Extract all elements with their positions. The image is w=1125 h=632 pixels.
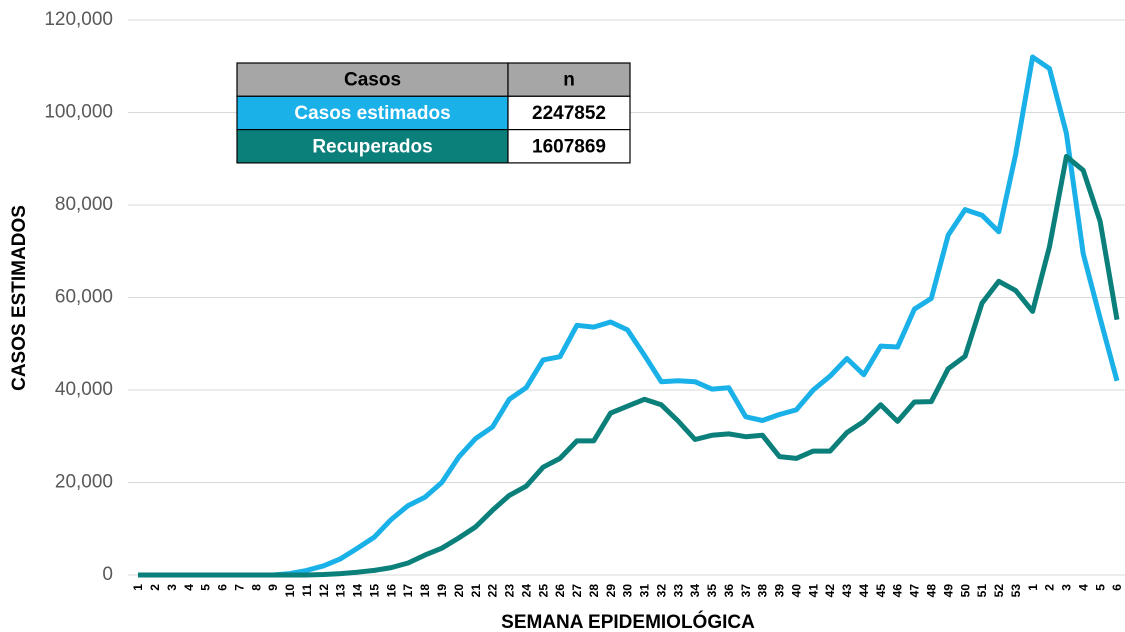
x-tick-label: 52 (992, 584, 1006, 598)
x-tick-label: 28 (587, 584, 601, 598)
x-tick-label: 5 (199, 584, 213, 591)
x-tick-label: 49 (941, 584, 955, 598)
x-tick-label: 13 (334, 584, 348, 598)
x-axis-label: SEMANA EPIDEMIOLÓGICA (501, 611, 755, 632)
x-tick-label: 2 (1043, 584, 1057, 591)
x-tick-label: 2 (148, 584, 162, 591)
x-tick-label: 46 (891, 584, 905, 598)
x-tick-label: 6 (216, 584, 230, 591)
x-tick-label: 17 (401, 584, 415, 598)
x-tick-label: 48 (924, 584, 938, 598)
x-tick-label: 41 (806, 584, 820, 598)
x-tick-label: 38 (756, 584, 770, 598)
x-tick-label: 37 (739, 584, 753, 598)
x-tick-label: 16 (384, 584, 398, 598)
x-tick-label: 27 (570, 584, 584, 598)
x-tick-label: 47 (908, 584, 922, 598)
table-text: Recuperados (312, 136, 432, 157)
x-tick-label: 45 (874, 584, 888, 598)
x-tick-label: 3 (165, 584, 179, 591)
x-tick-label: 40 (789, 584, 803, 598)
x-tick-label: 36 (722, 584, 736, 598)
x-tick-label: 6 (1110, 584, 1124, 591)
x-tick-label: 24 (519, 584, 533, 598)
y-tick-label: 40,000 (55, 379, 113, 400)
x-tick-label: 32 (654, 584, 668, 598)
y-tick-label: 20,000 (55, 472, 113, 493)
x-tick-label: 22 (486, 584, 500, 598)
x-tick-label: 10 (283, 584, 297, 598)
x-tick-label: 4 (1076, 584, 1090, 591)
x-tick-label: 26 (553, 584, 567, 598)
x-tick-label: 34 (688, 584, 702, 598)
x-tick-label: 53 (1009, 584, 1023, 598)
table-cell (507, 129, 631, 164)
x-tick-label: 5 (1093, 584, 1107, 591)
y-tick-label: 120,000 (44, 9, 113, 30)
x-tick-label: 23 (503, 584, 517, 598)
x-tick-label: 7 (232, 584, 246, 591)
x-tick-label: 11 (300, 584, 314, 597)
x-tick-label: 12 (317, 584, 331, 598)
x-tick-label: 18 (418, 584, 432, 598)
x-tick-label: 29 (604, 584, 618, 598)
x-tick-label: 43 (840, 584, 854, 598)
y-tick-label: 0 (102, 564, 113, 585)
table-text: n (563, 70, 575, 91)
x-tick-label: 15 (367, 584, 381, 598)
x-tick-label: 1 (131, 584, 145, 591)
x-tick-label: 44 (857, 584, 871, 598)
line-series (138, 54, 1120, 578)
table-text: Casos (344, 70, 401, 91)
x-tick-label: 20 (452, 584, 466, 598)
x-tick-label: 8 (249, 584, 263, 591)
x-tick-label: 42 (823, 584, 837, 598)
x-tick-label: 14 (351, 584, 365, 598)
x-tick-label: 33 (671, 584, 685, 598)
x-tick-label: 21 (469, 584, 483, 598)
x-tick-label: 50 (958, 584, 972, 598)
y-tick-label: 80,000 (55, 194, 113, 215)
x-tick-label: 4 (182, 584, 196, 591)
x-tick-label: 31 (638, 584, 652, 598)
x-tick-label: 39 (773, 584, 787, 598)
x-tick-label: 3 (1060, 584, 1074, 591)
x-tick-label: 30 (621, 584, 635, 598)
y-tick-label: 60,000 (55, 287, 113, 308)
table-cell (236, 62, 509, 97)
table-cell (507, 95, 631, 131)
x-tick-label: 1 (1026, 584, 1040, 591)
x-tick-label: 25 (536, 584, 550, 598)
line-series (138, 153, 1120, 578)
y-tick-label: 100,000 (44, 102, 113, 123)
x-tick-label: 9 (266, 584, 280, 591)
x-tick-label: 51 (975, 584, 989, 598)
x-tick-label: 19 (435, 584, 449, 598)
table-text: 1607869 (532, 136, 606, 157)
table-text: Casos estimados (294, 103, 450, 124)
table-text: 2247852 (532, 103, 606, 124)
y-axis-label: CASOS ESTIMADOS (9, 205, 30, 391)
x-tick-label: 35 (705, 584, 719, 598)
